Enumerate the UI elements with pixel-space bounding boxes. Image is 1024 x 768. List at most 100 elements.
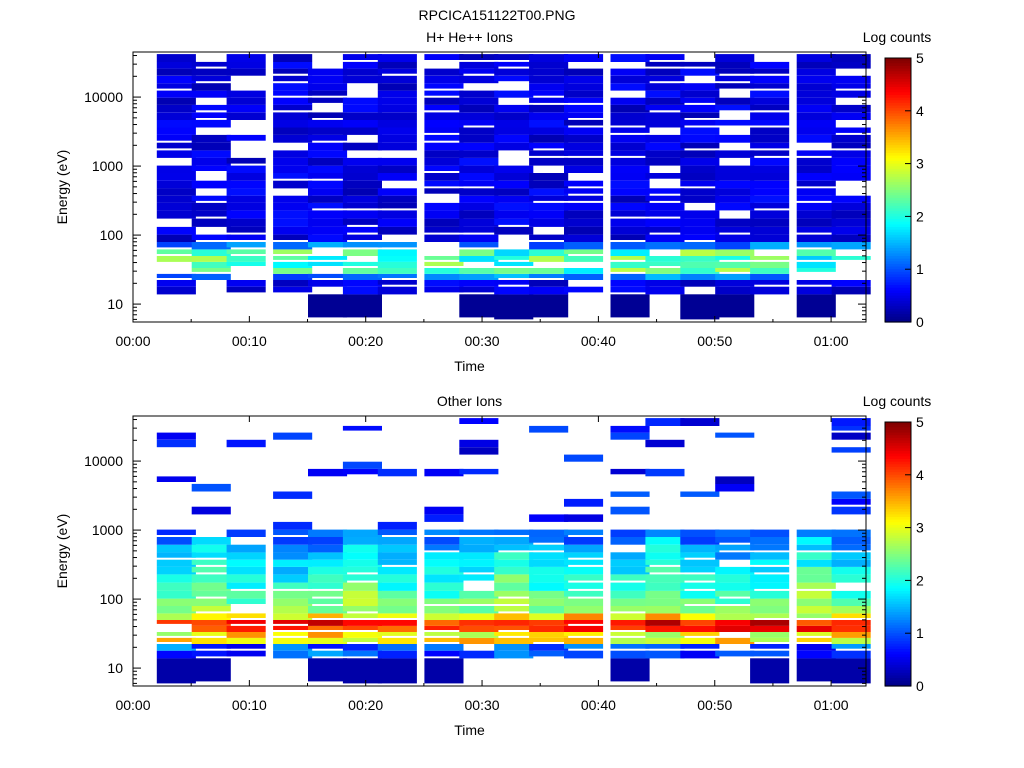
heatmap-cell <box>831 537 871 545</box>
heatmap-cell <box>424 97 464 105</box>
colorbar-segment <box>885 226 911 231</box>
colorbar-segment <box>885 535 911 539</box>
heatmap-cell <box>680 210 720 219</box>
heatmap-cell <box>424 620 464 626</box>
heatmap-cell <box>645 150 685 158</box>
heatmap-cell <box>273 544 313 553</box>
colorbar-segment <box>885 554 911 558</box>
heatmap-cell <box>715 432 755 438</box>
colorbar-segment <box>885 590 911 595</box>
heatmap-cell <box>308 83 348 91</box>
heatmap-cell <box>610 273 650 280</box>
heatmap-cell <box>273 537 313 545</box>
colorbar-segment <box>885 443 911 447</box>
heatmap-cell <box>424 210 464 219</box>
heatmap-cell <box>680 68 720 76</box>
heatmap-cell <box>273 552 313 560</box>
heatmap-cell <box>156 650 196 659</box>
heatmap-cell <box>831 90 871 98</box>
heatmap-cell <box>424 529 464 535</box>
colorbar-segment <box>885 250 911 254</box>
colorbar-segment <box>885 147 911 151</box>
heatmap-cell <box>750 552 790 560</box>
heatmap-cell <box>715 242 755 250</box>
heatmap-cell <box>308 598 348 604</box>
heatmap-cell <box>610 195 650 203</box>
heatmap-cell <box>273 242 313 250</box>
colorbar-segment <box>885 509 911 513</box>
heatmap-cell <box>715 134 755 143</box>
heatmap-cell <box>273 559 313 567</box>
heatmap-cell <box>156 632 196 636</box>
heatmap-cell <box>273 83 313 91</box>
heatmap-cell <box>273 273 313 280</box>
heatmap-cell <box>610 249 650 256</box>
colorbar-segment <box>885 213 911 217</box>
heatmap-cell <box>191 273 231 280</box>
heatmap-cell <box>191 268 231 272</box>
heatmap-cell <box>342 613 382 618</box>
heatmap-cell <box>342 644 382 651</box>
heatmap-cell <box>308 202 348 209</box>
heatmap-cell <box>529 119 569 128</box>
heatmap-cell <box>342 75 382 84</box>
colorbar-segment <box>885 129 911 133</box>
colorbar-segment <box>885 540 911 545</box>
heatmap-cell <box>529 150 569 156</box>
heatmap-cell <box>610 127 650 133</box>
y-axis-label: Energy (eV) <box>54 150 70 225</box>
heatmap-cell <box>377 613 417 618</box>
heatmap-cell <box>610 188 650 196</box>
heatmap-cell <box>494 165 534 173</box>
heatmap-cell <box>750 134 790 143</box>
heatmap-cell <box>342 218 382 225</box>
heatmap-cell <box>459 566 499 573</box>
heatmap-cell <box>156 544 196 553</box>
heatmap-cell <box>831 544 871 551</box>
heatmap-cell <box>273 256 313 260</box>
heatmap-cell <box>191 574 231 583</box>
heatmap-cell <box>308 134 348 141</box>
heatmap-cell <box>529 180 569 189</box>
heatmap-cell <box>191 606 231 612</box>
heatmap-cell <box>459 142 499 151</box>
heatmap-cell <box>459 180 499 187</box>
heatmap-cell <box>226 529 266 537</box>
heatmap-cell <box>610 104 650 113</box>
heatmap-cell <box>529 632 569 638</box>
heatmap-cell <box>529 582 569 591</box>
heatmap-cell <box>459 134 499 143</box>
heatmap-cell <box>831 83 871 89</box>
heatmap-cell <box>424 650 464 657</box>
heatmap-cell <box>156 97 196 105</box>
heatmap-cell <box>156 574 196 583</box>
heatmap-cell <box>796 127 836 135</box>
heatmap-cell <box>342 173 382 181</box>
heatmap-cell <box>156 439 196 448</box>
colorbar-segment <box>885 92 911 96</box>
heatmap-cell <box>459 632 499 638</box>
colorbar-segment <box>885 303 911 307</box>
colorbar-segment <box>885 97 911 101</box>
colorbar-segment <box>885 108 911 112</box>
heatmap-cell <box>459 157 499 166</box>
heatmap-cell <box>715 249 755 256</box>
heatmap-cell <box>156 249 196 254</box>
heatmap-cell <box>494 75 534 82</box>
colorbar-segment <box>885 168 911 173</box>
heatmap-cell <box>796 234 836 242</box>
colorbar-segment <box>885 134 911 138</box>
heatmap-cell <box>226 625 266 632</box>
heatmap-cell <box>715 566 755 575</box>
heatmap-cell <box>680 127 720 135</box>
heatmap-cell <box>796 637 836 642</box>
heatmap-cell <box>680 582 720 589</box>
heatmap-cell <box>494 127 534 135</box>
heatmap-cell <box>831 165 871 173</box>
heatmap-cell <box>191 75 231 82</box>
heatmap-cell <box>715 173 755 181</box>
heatmap-cell <box>342 242 382 248</box>
colorbar-segment <box>885 614 911 618</box>
colorbar-segment <box>885 588 911 592</box>
heatmap-cell <box>156 180 196 189</box>
